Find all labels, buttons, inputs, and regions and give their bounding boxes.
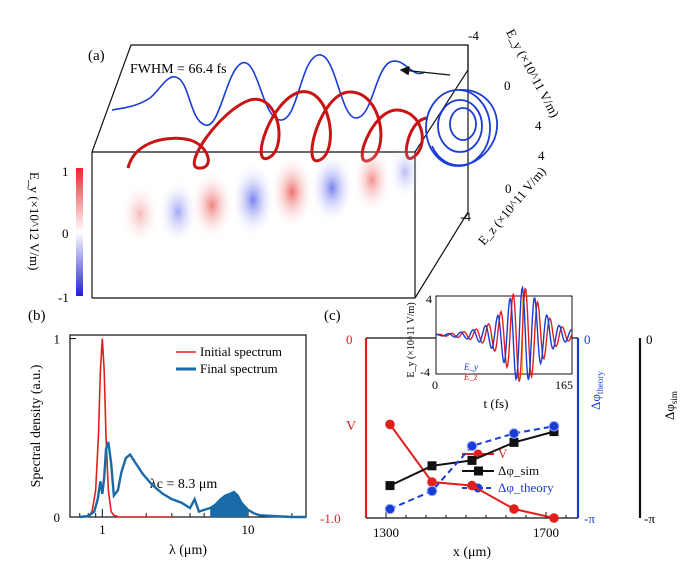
data-point: [549, 427, 559, 437]
legend-marker: [474, 466, 483, 476]
x-tick-label: 1: [99, 522, 106, 537]
legend-label: Δφ_sim: [498, 463, 539, 478]
data-point: [427, 461, 437, 471]
data-point: [385, 419, 395, 430]
plot-b-marks: 1 10 0 1: [54, 332, 306, 537]
left-axis-label: V: [346, 419, 356, 434]
plot-c-legend: V Δφ_sim Δφ_theory: [462, 446, 554, 495]
black-axis-label: Δφsim: [662, 391, 679, 420]
inset-ytick: -4: [420, 365, 430, 379]
plot-b-legend: Initial spectrum Final spectrum: [176, 344, 282, 376]
ez-tick: -4: [460, 209, 471, 224]
plot-b-ylabel: Spectral density (a.u.): [29, 364, 44, 487]
ey-wave: [435, 285, 573, 382]
data-point: [427, 477, 437, 487]
final-spectrum-line: [79, 441, 306, 519]
inset-legend-ez: E_z: [463, 372, 478, 382]
data-point: [549, 513, 559, 523]
inset-xlabel: t (fs): [484, 396, 509, 411]
inset-xtick: 165: [555, 378, 573, 392]
ey-tick: 4: [535, 118, 542, 133]
colorbar-tick: 0: [62, 226, 69, 241]
data-point: [509, 437, 519, 447]
blue-axis-label: Δφtheory: [588, 371, 605, 410]
left-tick: 0: [346, 332, 353, 347]
panel-b: (b) Spectral density (a.u.) λ (μm) λc = …: [28, 308, 307, 558]
data-point: [508, 428, 520, 439]
plot-b-annotation: λc = 8.3 μm: [150, 477, 217, 492]
plot-c-xlabel: x (μm): [453, 545, 492, 560]
colorbar-label: E_y (×10^12 V/m): [27, 172, 42, 270]
data-point: [548, 420, 560, 432]
panel-a: (a) -4 0 4 E_y (×10^11 V/m) 4 0 -4 E_z (…: [27, 26, 563, 305]
polarization-loops: [425, 89, 498, 167]
legend-label: Initial spectrum: [200, 344, 282, 359]
left-tick: -1.0: [320, 511, 341, 526]
data-point: [467, 455, 477, 465]
inset-waves: [435, 285, 573, 382]
plot-b-xlabel: λ (μm): [169, 543, 207, 558]
ez-axis-label: E_z (×10^11 V/m): [475, 164, 549, 248]
data-point: [466, 440, 478, 452]
x-tick-label: 1300: [373, 525, 399, 540]
inset-legend-ey: E_y: [463, 362, 478, 372]
legend-label: V: [498, 446, 508, 461]
black-axis-tick: -π: [644, 511, 655, 526]
ez-axis-ticks: 4 0 -4: [460, 148, 545, 224]
ez-wave: [435, 287, 573, 382]
blue-axis-tick: -π: [584, 511, 595, 526]
plot-c-marks: 1300 1700: [373, 419, 567, 540]
data-point: [384, 503, 396, 515]
colorbar-tick: -1: [58, 290, 69, 305]
panel-c: (c) V 0 -1.0 0 -π Δφtheory 0 -π Δφsim x …: [320, 285, 679, 560]
field-pattern: [120, 144, 421, 246]
data-point: [426, 485, 438, 497]
legend-label: Δφ_theory: [498, 480, 554, 495]
inset-xtick: 0: [432, 378, 438, 392]
y-tick-label: 1: [54, 332, 61, 347]
x-tick-label: 1700: [533, 525, 559, 540]
blue-axis-tick: 0: [584, 332, 591, 347]
plot-b-frame: [69, 334, 307, 518]
helix-curve: [126, 90, 429, 170]
ez-tick: 0: [505, 181, 512, 196]
data-point: [467, 480, 477, 491]
direction-arrow: [399, 65, 451, 76]
initial-spectrum-line: [87, 338, 172, 518]
colorbar: [76, 168, 83, 296]
ez-tick: 4: [538, 148, 545, 163]
x-tick-label: 10: [242, 522, 255, 537]
fwhm-label: FWHM = 66.4 fs: [130, 62, 227, 77]
panel-a-label: (a): [88, 48, 105, 64]
inset-ylabel: E_y (×10^11 V/m): [406, 302, 417, 377]
inset-ytick: 4: [426, 292, 432, 306]
y-tick-label: 0: [54, 510, 61, 525]
ey-tick: -4: [468, 28, 479, 43]
colorbar-tick: 1: [62, 164, 69, 179]
ey-axis-ticks: -4 0 4: [468, 28, 542, 133]
panel-c-label: (c): [324, 308, 341, 324]
data-point: [385, 481, 395, 491]
legend-label: Final spectrum: [200, 361, 278, 376]
data-point: [509, 504, 519, 514]
ey-axis-label: E_y (×10^11 V/m): [503, 26, 562, 120]
ey-tick: 0: [504, 78, 511, 93]
panel-b-label: (b): [28, 308, 46, 324]
black-axis-tick: 0: [646, 332, 653, 347]
